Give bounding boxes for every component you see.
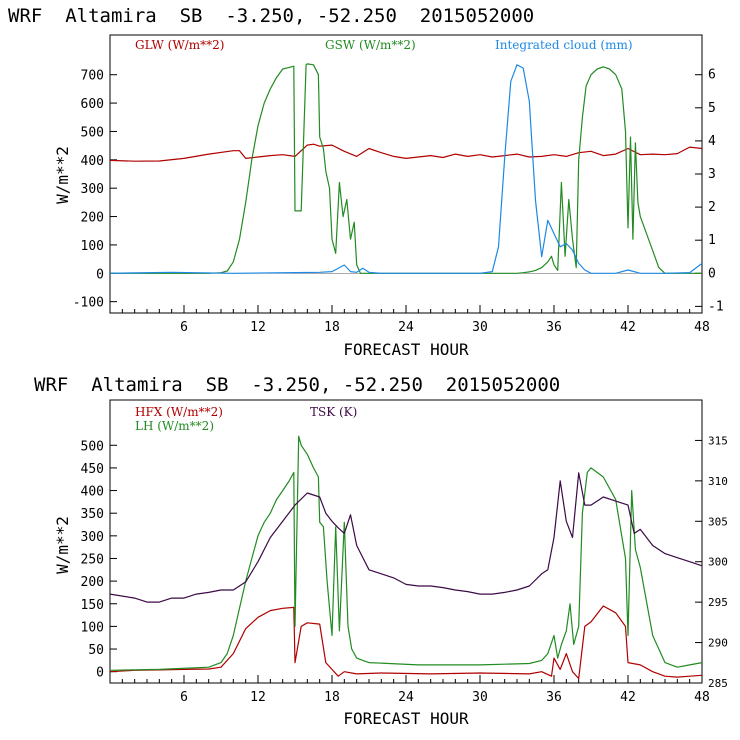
panel2-x-label: FORECAST HOUR: [343, 709, 469, 728]
x-tick-label: 18: [324, 320, 340, 335]
y-tick-label: 150: [81, 598, 104, 613]
panel2-left-axis: 0 50 100 150 200 250 300 350 400 450 500: [81, 439, 117, 681]
y2-tick-label: 310: [708, 475, 728, 488]
x-tick-label: 12: [250, 320, 266, 335]
y2-tick-label: 315: [708, 434, 728, 447]
y-tick-label: 250: [81, 552, 104, 567]
panel2-y-label: W/m**2: [53, 516, 72, 574]
y2-tick-label: 2: [708, 200, 716, 215]
series-line-lh: [109, 435, 703, 671]
y2-tick-label: 4: [708, 134, 716, 149]
x-tick-label: 42: [620, 320, 636, 335]
panel2-legend-lh: LH (W/m**2): [135, 419, 214, 433]
y-tick-label: 300: [81, 530, 104, 545]
x-tick-label: 24: [398, 320, 414, 335]
y-tick-label: 450: [81, 462, 104, 477]
y-tick-label: 700: [81, 69, 104, 84]
panel1-legend-glw: GLW (W/m**2): [135, 38, 224, 52]
y-tick-label: -100: [73, 296, 104, 311]
y2-tick-label: 0: [708, 266, 716, 281]
x-tick-label: 48: [694, 690, 710, 705]
panel1-left-axis: -100 0 100 200 300 400 500 600 700: [73, 69, 117, 311]
series-line-integrated: [109, 64, 703, 274]
panel2-x-axis: 6 12 18 24 30 36 42 48: [121, 675, 710, 705]
y-tick-label: 500: [81, 439, 104, 454]
series-line-tsk: [109, 472, 703, 603]
y-tick-label: 100: [81, 620, 104, 635]
x-tick-label: 6: [180, 690, 188, 705]
panel1-series: [109, 63, 703, 274]
panel2-legend-hfx: HFX (W/m**2): [135, 405, 223, 419]
x-tick-label: 42: [620, 690, 636, 705]
x-tick-label: 30: [472, 320, 488, 335]
series-line-glw: [109, 143, 703, 162]
y-tick-label: 350: [81, 507, 104, 522]
panel1-legend-cloud: Integrated cloud (mm): [495, 38, 633, 52]
y2-tick-label: -1: [708, 299, 724, 314]
x-tick-label: 18: [324, 690, 340, 705]
y2-tick-label: 305: [708, 515, 728, 528]
y2-tick-label: 6: [708, 68, 716, 83]
panel1-x-label: FORECAST HOUR: [343, 340, 469, 359]
x-tick-label: 24: [398, 690, 414, 705]
y-tick-label: 100: [81, 239, 104, 254]
y-tick-label: 300: [81, 182, 104, 197]
panel2-plot-frame: [109, 399, 703, 684]
y2-tick-label: 1: [708, 233, 716, 248]
panel1-x-axis: 6 12 18 24 30 36 42 48: [121, 305, 710, 335]
y-tick-label: 0: [96, 267, 104, 282]
panel1-y-label: W/m**2: [53, 146, 72, 204]
panel1-right-axis: -1 0 1 2 3 4 5 6: [695, 68, 724, 314]
x-tick-label: 48: [694, 320, 710, 335]
x-tick-label: 36: [546, 690, 562, 705]
y2-tick-label: 3: [708, 167, 716, 182]
panel2-legend-tsk: TSK (K): [310, 405, 357, 419]
y2-tick-label: 5: [708, 101, 716, 116]
y-tick-label: 200: [81, 211, 104, 226]
x-tick-label: 6: [180, 320, 188, 335]
x-tick-label: 36: [546, 320, 562, 335]
series-line-hfx: [109, 605, 703, 680]
y2-tick-label: 295: [708, 596, 728, 609]
panel1-legend-gsw: GSW (W/m**2): [325, 38, 416, 52]
y2-tick-label: 290: [708, 637, 728, 650]
panel2-right-axis: 285 290 295 300 305 310 315: [695, 434, 728, 690]
y2-tick-label: 285: [708, 677, 728, 690]
y-tick-label: 0: [96, 666, 104, 681]
y-tick-label: 400: [81, 154, 104, 169]
y-tick-label: 400: [81, 485, 104, 500]
x-tick-label: 12: [250, 690, 266, 705]
panel1-plot-frame: [109, 34, 703, 314]
y-tick-label: 50: [88, 643, 104, 658]
y-tick-label: 500: [81, 125, 104, 140]
panel2-series: [109, 435, 703, 680]
y-tick-label: 200: [81, 575, 104, 590]
series-line-gsw: [110, 63, 702, 274]
y-tick-label: 600: [81, 97, 104, 112]
panel1-title: WRF Altamira SB -3.250, -52.250 20150520…: [8, 5, 534, 27]
x-tick-label: 30: [472, 690, 488, 705]
y2-tick-label: 300: [708, 556, 728, 569]
panel2-title: WRF Altamira SB -3.250, -52.250 20150520…: [34, 374, 560, 396]
